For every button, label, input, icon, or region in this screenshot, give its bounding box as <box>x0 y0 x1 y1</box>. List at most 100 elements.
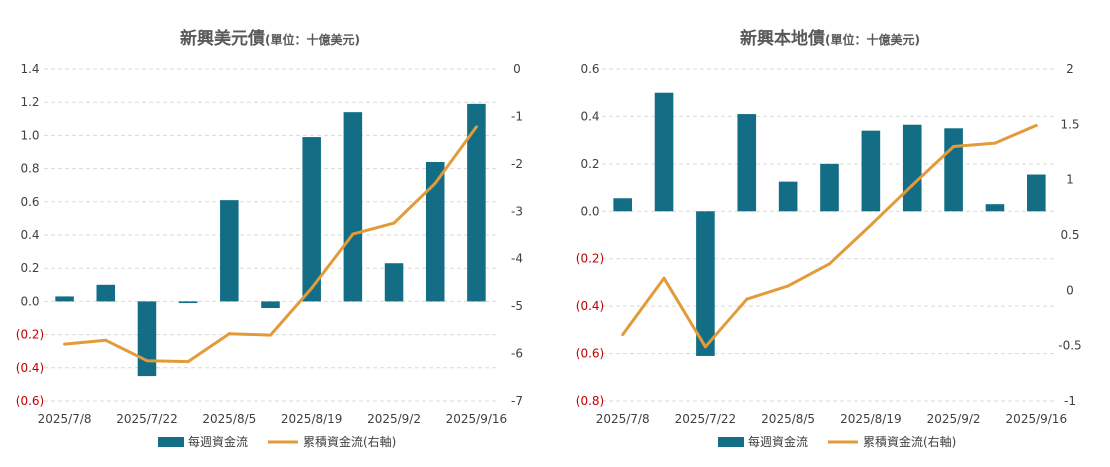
left-axis-tick-label: 0.4 <box>20 228 39 242</box>
bar-weekly-flow <box>778 181 798 212</box>
bar-weekly-flow <box>220 200 239 302</box>
bar-weekly-flow <box>737 114 757 212</box>
right-axis-tick-label: -3 <box>511 204 523 218</box>
left-axis-tick-label: 0.6 <box>20 195 39 209</box>
bar-weekly-flow <box>96 284 116 302</box>
x-axis-tick-label: 2025/7/22 <box>116 412 178 426</box>
x-axis-tick-label: 2025/8/5 <box>761 412 815 426</box>
left-axis-tick-label: (0.6) <box>576 347 604 361</box>
line-point <box>993 141 997 145</box>
x-axis-tick-label: 2025/9/2 <box>927 412 981 426</box>
chart-title-main: 新興本地債 <box>740 28 825 49</box>
left-axis-tick-label: (0.2) <box>16 328 44 342</box>
line-point <box>910 183 914 187</box>
line-cumulative-flow <box>621 124 1037 349</box>
line-point <box>145 359 149 363</box>
line-point <box>828 262 831 266</box>
left-axis-tick-label: (0.4) <box>576 299 604 313</box>
x-axis-tick-label: 2025/9/16 <box>1006 412 1068 426</box>
x-axis-tick-label: 2025/9/16 <box>446 412 508 426</box>
bar-weekly-flow <box>613 198 632 212</box>
right-axis-tick-label: -7 <box>511 394 523 408</box>
right-axis-tick-label: 0 <box>1066 283 1074 297</box>
legend-swatch-bars <box>158 437 184 447</box>
bar-weekly-flow <box>902 124 922 212</box>
line-point <box>433 181 437 185</box>
left-axis-tick-label: (0.8) <box>576 394 604 408</box>
line-point <box>1034 123 1038 127</box>
left-axis-tick-label: (0.6) <box>16 394 44 408</box>
line-point <box>104 338 108 342</box>
line-point <box>662 276 666 280</box>
bar-weekly-flow <box>654 92 674 212</box>
chart-title-main: 新興美元債 <box>180 28 265 49</box>
bar-weekly-flow <box>944 128 963 212</box>
line-point <box>745 297 749 301</box>
line-point <box>869 223 873 227</box>
right-axis-tick-label: 1.5 <box>1060 117 1079 131</box>
right-axis-tick-label: -0.5 <box>1058 339 1081 353</box>
bar-weekly-flow <box>178 301 198 304</box>
right-axis-tick-label: 1 <box>1066 173 1074 187</box>
left-axis-tick-label: 0.4 <box>580 109 599 123</box>
right-axis-tick-label: -1 <box>511 109 523 123</box>
bar-weekly-flow <box>343 112 363 302</box>
bar-weekly-flow <box>425 161 445 302</box>
chart-title: 新興本地債(單位：十億美元) <box>740 28 920 49</box>
chart-1: 新興美元債(單位：十億美元) 1.4 1.2 1.0 0.8 0.6 0.4 0.2 0.0 (0… <box>16 28 523 449</box>
right-axis-tick-label: 0.5 <box>1060 228 1079 242</box>
right-axis-tick-label: 2 <box>1066 62 1074 76</box>
chart-2: 新興本地債(單位：十億美元) 0.6 0.4 0.2 0.0 (0.2) (0.4) (0.6… <box>576 28 1082 449</box>
left-axis-tick-label: (0.2) <box>576 252 604 266</box>
line-point <box>786 284 790 288</box>
legend-label-line: 累積資金流(右軸) <box>863 434 956 449</box>
line-point <box>392 221 396 225</box>
line-point <box>269 333 272 337</box>
line-cumulative-flow <box>64 126 478 364</box>
line-point <box>351 232 355 236</box>
bar-weekly-flow <box>137 301 157 377</box>
line-point <box>703 345 707 349</box>
legend: 每週資金流 累積資金流(右軸) <box>718 434 956 449</box>
right-axis-tick-label: -1 <box>1064 394 1076 408</box>
left-axis-tick-label: 0.2 <box>580 157 599 171</box>
line-point <box>227 332 231 336</box>
line-point <box>621 333 625 337</box>
left-axis-tick-label: 0.6 <box>580 62 599 76</box>
left-axis-tick-label: 0.0 <box>20 294 39 308</box>
line-point <box>952 144 956 148</box>
left-axis-tick-label: (0.4) <box>16 361 44 375</box>
bar-weekly-flow <box>261 301 280 309</box>
legend-label-line: 累積資金流(右軸) <box>303 434 396 449</box>
left-axis-tick-label: 1.0 <box>20 128 39 142</box>
x-axis-tick-label: 2025/7/8 <box>596 412 650 426</box>
x-axis-tick-label: 2025/7/8 <box>38 412 92 426</box>
line-point <box>63 342 67 346</box>
line-point <box>186 360 190 364</box>
right-axis-tick-label: -2 <box>511 157 523 171</box>
right-axis-tick-label: -6 <box>511 347 523 361</box>
line-point <box>474 125 478 129</box>
chart-title: 新興美元債(單位：十億美元) <box>180 28 360 49</box>
bar-weekly-flow <box>302 137 321 302</box>
legend-label-bars: 每週資金流 <box>188 434 248 449</box>
bar-weekly-flow <box>384 263 404 302</box>
chart-title-unit: (單位：十億美元) <box>265 32 360 47</box>
bar-weekly-flow <box>820 163 839 212</box>
bar-weekly-flow <box>861 130 881 212</box>
left-axis-tick-label: 1.2 <box>20 95 39 109</box>
left-axis-tick-label: 1.4 <box>20 62 39 76</box>
bar-weekly-flow <box>55 296 74 302</box>
legend-label-bars: 每週資金流 <box>748 434 808 449</box>
legend-swatch-bars <box>718 437 744 447</box>
x-axis-tick-label: 2025/9/2 <box>367 412 421 426</box>
right-axis-tick-label: -4 <box>511 252 523 266</box>
bar-weekly-flow <box>1027 174 1046 212</box>
bar-weekly-flow <box>467 103 486 302</box>
right-axis-tick-label: -5 <box>511 299 523 313</box>
left-axis-tick-label: 0.8 <box>20 162 39 176</box>
left-axis-tick-label: 0.0 <box>580 204 599 218</box>
chart-title-unit: (單位：十億美元) <box>825 32 920 47</box>
